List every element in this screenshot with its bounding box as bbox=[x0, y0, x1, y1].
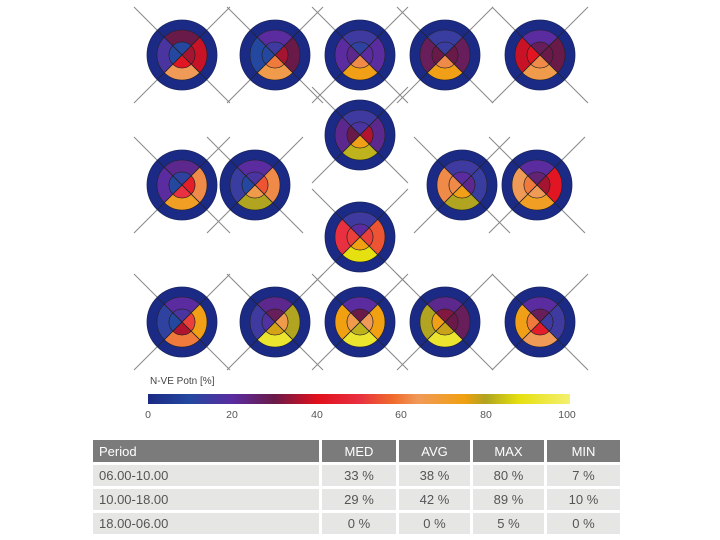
header-avg: AVG bbox=[399, 440, 470, 462]
header-med: MED bbox=[322, 440, 396, 462]
sector-divider bbox=[512, 160, 562, 210]
sector-divider bbox=[250, 30, 300, 80]
polar-diagram bbox=[491, 6, 589, 104]
sector-divider bbox=[515, 297, 565, 347]
polar-diagram bbox=[488, 136, 586, 234]
cell-period: 06.00-10.00 bbox=[93, 465, 319, 486]
sector-divider bbox=[335, 110, 385, 160]
sector-divider bbox=[335, 30, 385, 80]
sector-divider bbox=[157, 160, 207, 210]
polar-diagram bbox=[133, 273, 231, 371]
header-max: MAX bbox=[473, 440, 544, 462]
cell-period: 10.00-18.00 bbox=[93, 489, 319, 510]
polar-diagram bbox=[491, 273, 589, 371]
sector-divider bbox=[230, 160, 280, 210]
sector-divider bbox=[420, 297, 470, 347]
cell-med: 33 % bbox=[322, 465, 396, 486]
cell-period: 18.00-06.00 bbox=[93, 513, 319, 534]
colorbar-tick: 60 bbox=[395, 409, 407, 421]
sector-divider bbox=[420, 30, 470, 80]
colorbar-tick: 20 bbox=[226, 409, 238, 421]
cell-min: 0 % bbox=[547, 513, 620, 534]
sector-divider bbox=[437, 160, 487, 210]
cell-avg: 0 % bbox=[399, 513, 470, 534]
cell-med: 0 % bbox=[322, 513, 396, 534]
polar-diagram bbox=[226, 273, 324, 371]
statistics-table: Period MED AVG MAX MIN 06.00-10.00 33 % … bbox=[90, 437, 623, 537]
colorbar-tick: 100 bbox=[558, 409, 576, 421]
sector-divider bbox=[157, 297, 207, 347]
cell-max: 80 % bbox=[473, 465, 544, 486]
polar-diagram bbox=[311, 188, 409, 286]
cell-min: 10 % bbox=[547, 489, 620, 510]
sector-divider bbox=[335, 212, 385, 262]
colorbar-tick: 80 bbox=[480, 409, 492, 421]
sector-divider bbox=[335, 297, 385, 347]
polar-diagram bbox=[311, 273, 409, 371]
colorbar-tick: 0 bbox=[145, 409, 151, 421]
polar-diagram bbox=[133, 6, 231, 104]
sector-divider bbox=[250, 297, 300, 347]
polar-diagram bbox=[396, 6, 494, 104]
sector-divider bbox=[157, 30, 207, 80]
cell-min: 7 % bbox=[547, 465, 620, 486]
cell-max: 5 % bbox=[473, 513, 544, 534]
cell-avg: 42 % bbox=[399, 489, 470, 510]
polar-diagram bbox=[133, 136, 231, 234]
polar-diagram bbox=[413, 136, 511, 234]
colorbar bbox=[148, 394, 570, 404]
polar-diagram bbox=[311, 6, 409, 104]
polar-diagrams bbox=[133, 6, 589, 371]
cell-max: 89 % bbox=[473, 489, 544, 510]
header-min: MIN bbox=[547, 440, 620, 462]
sector-divider bbox=[515, 30, 565, 80]
polar-diagram bbox=[396, 273, 494, 371]
polar-diagram bbox=[311, 86, 409, 184]
polar-diagram bbox=[206, 136, 304, 234]
cell-med: 29 % bbox=[322, 489, 396, 510]
table-row: 06.00-10.00 33 % 38 % 80 % 7 % bbox=[93, 465, 620, 486]
header-period: Period bbox=[93, 440, 319, 462]
table-row: 18.00-06.00 0 % 0 % 5 % 0 % bbox=[93, 513, 620, 534]
colorbar-title: N-VE Potn [%] bbox=[150, 376, 215, 387]
table-header-row: Period MED AVG MAX MIN bbox=[93, 440, 620, 462]
polar-diagram bbox=[226, 6, 324, 104]
cell-avg: 38 % bbox=[399, 465, 470, 486]
colorbar-tick: 40 bbox=[311, 409, 323, 421]
table-row: 10.00-18.00 29 % 42 % 89 % 10 % bbox=[93, 489, 620, 510]
